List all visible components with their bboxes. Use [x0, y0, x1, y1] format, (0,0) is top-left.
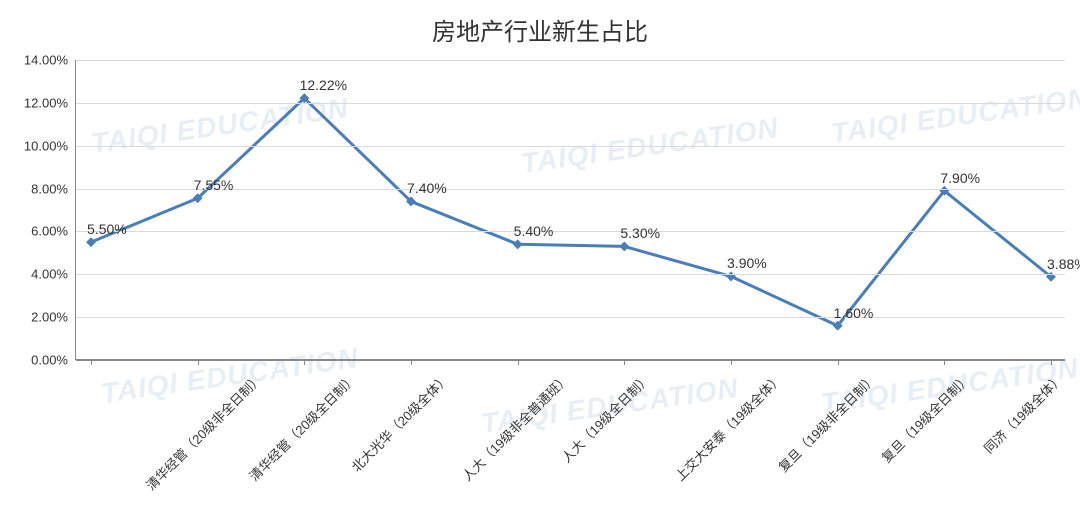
y-gridline	[76, 274, 1065, 275]
data-label: 5.40%	[514, 223, 554, 239]
data-label: 3.88%	[1047, 256, 1080, 272]
series-marker	[513, 239, 523, 249]
x-tick-label: 清华经管（20级非全日制）	[141, 369, 266, 494]
y-tick-label: 10.00%	[24, 138, 68, 153]
data-label: 5.50%	[87, 221, 127, 237]
y-tick-label: 2.00%	[31, 310, 68, 325]
y-gridline	[76, 103, 1065, 104]
series-marker	[726, 271, 736, 281]
y-gridline	[76, 231, 1065, 232]
x-tick	[624, 359, 625, 365]
data-label: 7.40%	[407, 181, 447, 197]
plot-area: 0.00%2.00%4.00%6.00%8.00%10.00%12.00%14.…	[75, 60, 1065, 360]
data-label: 7.55%	[194, 177, 234, 193]
data-label: 3.90%	[727, 256, 767, 272]
series-marker	[619, 241, 629, 251]
x-tick	[198, 359, 199, 365]
x-tick	[944, 359, 945, 365]
data-label: 12.22%	[300, 77, 347, 93]
x-tick	[411, 359, 412, 365]
x-tick-label: 北大光华（20级全体）	[347, 369, 453, 475]
series-marker	[86, 237, 96, 247]
x-tick	[304, 359, 305, 365]
x-tick-label: 上交大安泰（19级全体）	[671, 369, 787, 485]
x-tick	[91, 359, 92, 365]
x-tick	[838, 359, 839, 365]
y-tick-label: 0.00%	[31, 353, 68, 368]
x-tick	[1051, 359, 1052, 365]
y-tick-label: 12.00%	[24, 95, 68, 110]
data-label: 5.30%	[620, 226, 660, 242]
x-tick-label: 同济（19级全体）	[979, 369, 1067, 457]
data-label: 1.60%	[834, 305, 874, 321]
series-line	[91, 98, 1051, 326]
y-gridline	[76, 360, 1065, 361]
y-gridline	[76, 60, 1065, 61]
y-tick-label: 8.00%	[31, 181, 68, 196]
y-gridline	[76, 146, 1065, 147]
y-gridline	[76, 317, 1065, 318]
x-tick	[731, 359, 732, 365]
x-tick-label: 人大（19级非全普通班）	[457, 369, 573, 485]
data-label: 7.90%	[940, 170, 980, 186]
chart-container: 房地产行业新生占比 TAIQI EDUCATIONTAIQI EDUCATION…	[0, 0, 1080, 510]
line-series	[76, 60, 1066, 360]
y-tick-label: 6.00%	[31, 224, 68, 239]
y-tick-label: 14.00%	[24, 53, 68, 68]
y-tick-label: 4.00%	[31, 267, 68, 282]
x-tick-label: 复旦（19级非全日制）	[774, 369, 880, 475]
chart-title: 房地产行业新生占比	[0, 12, 1080, 47]
x-tick-label: 复旦（19级全日制）	[876, 369, 973, 466]
x-tick	[518, 359, 519, 365]
